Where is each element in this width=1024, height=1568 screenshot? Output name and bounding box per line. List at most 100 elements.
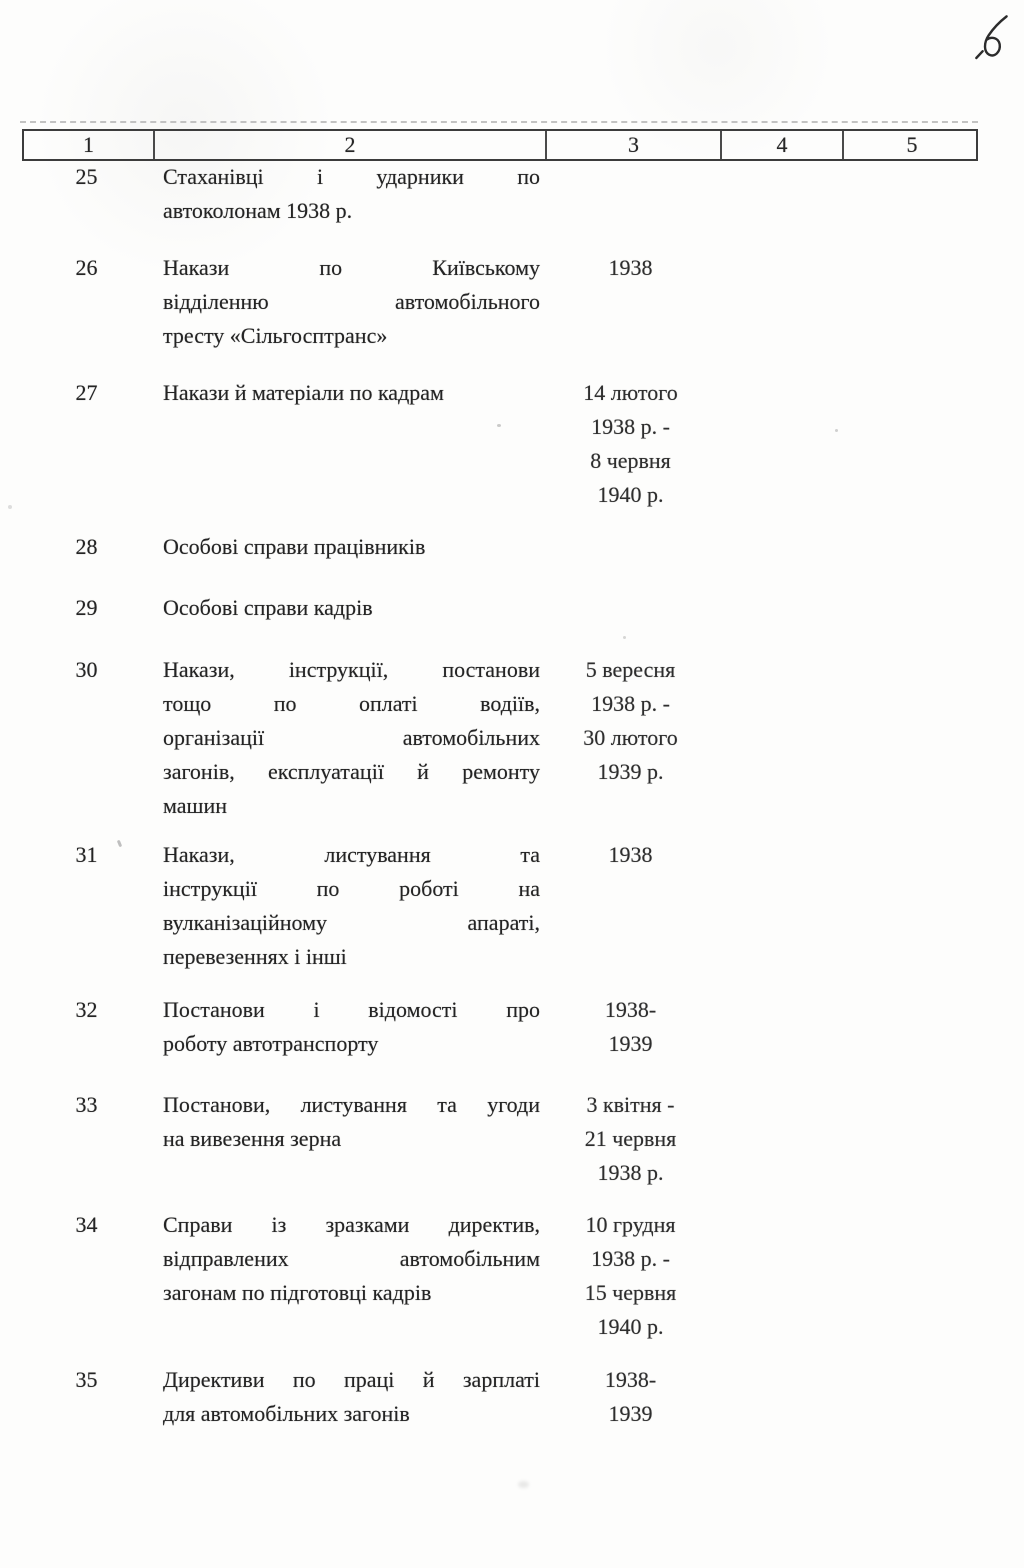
- row-empty-col-5: [840, 993, 978, 1061]
- row-number: 31: [75, 842, 98, 867]
- row-description: Особові справи працівників: [151, 530, 543, 564]
- description-line: Постанови і відомості про: [163, 997, 540, 1022]
- description-line: Накази й матеріали по кадрам: [163, 380, 444, 405]
- row-description: Стаханівці і ударники по автоколонам 1938…: [151, 160, 543, 228]
- description-line: машин: [163, 793, 228, 818]
- row-number: 35: [75, 1367, 98, 1392]
- row-empty-col-5: [840, 1363, 978, 1431]
- row-dates: 10 грудня 1938 р. - 15 червня 1940 р.: [543, 1208, 718, 1344]
- description-line: Накази, листування та: [163, 842, 540, 867]
- scan-speck: [8, 505, 12, 509]
- table-row: 35 Директиви по праці й зарплаті для авто…: [22, 1363, 978, 1431]
- row-empty-col-4: [718, 376, 840, 512]
- row-number: 34: [75, 1212, 98, 1237]
- row-empty-col-4: [718, 160, 840, 228]
- scan-artifact-line: [20, 121, 978, 123]
- column-header-1: 1: [83, 132, 94, 157]
- row-empty-col-4: [718, 653, 840, 823]
- row-empty-col-5: [840, 1208, 978, 1344]
- row-empty-col-5: [840, 591, 978, 625]
- row-dates: [543, 160, 718, 228]
- row-number: 33: [75, 1092, 98, 1117]
- table-row: 30 Накази, інструкції, постанови тощо по …: [22, 653, 978, 823]
- column-header-5: 5: [842, 131, 980, 159]
- date-line: 1939: [608, 1401, 653, 1426]
- description-line: організації автомобільних: [163, 725, 540, 750]
- row-empty-col-5: [840, 838, 978, 974]
- date-line: 1938 р. -: [591, 1246, 670, 1271]
- date-line: 14 лютого: [583, 380, 678, 405]
- description-line: загонів, експлуатації й ремонту: [163, 759, 540, 784]
- date-line: 1938 р. -: [591, 414, 670, 439]
- row-empty-col-4: [718, 251, 840, 353]
- row-number: 32: [75, 997, 98, 1022]
- description-line: Стаханівці і ударники по: [163, 164, 540, 189]
- table-row: 29 Особові справи кадрів: [22, 591, 978, 625]
- description-line: автоколонам 1938 р.: [163, 198, 353, 223]
- row-empty-col-4: [718, 1088, 840, 1190]
- date-line: 1938: [608, 255, 653, 280]
- row-description: Накази й матеріали по кадрам: [151, 376, 543, 512]
- row-description: Накази, листування та інструкції по робот…: [151, 838, 543, 974]
- description-line: Накази, інструкції, постанови: [163, 657, 540, 682]
- row-description: Директиви по праці й зарплаті для автомоб…: [151, 1363, 543, 1431]
- description-line: Директиви по праці й зарплаті: [163, 1367, 540, 1392]
- scan-speck: [518, 1481, 529, 1488]
- row-dates: [543, 530, 718, 564]
- date-line: 30 лютого: [583, 725, 678, 750]
- description-line: роботу автотранспорту: [163, 1031, 379, 1056]
- date-line: 3 квітня -: [586, 1092, 675, 1117]
- row-dates: 3 квітня - 21 червня 1938 р.: [543, 1088, 718, 1190]
- row-empty-col-5: [840, 653, 978, 823]
- row-dates: [543, 591, 718, 625]
- inventory-rows: 25 Стаханівці і ударники по автоколонам 1…: [22, 160, 978, 1431]
- date-line: 21 червня: [584, 1126, 677, 1151]
- row-number: 27: [75, 380, 98, 405]
- table-row: 34 Справи із зразками директив, відправле…: [22, 1208, 978, 1344]
- scan-speck: [835, 429, 838, 432]
- description-line: тощо по оплаті водіїв,: [163, 691, 540, 716]
- table-row: 31 Накази, листування та інструкції по ро…: [22, 838, 978, 974]
- row-dates: 1938: [543, 251, 718, 353]
- scan-speck: [497, 424, 501, 427]
- date-line: 1940 р.: [597, 1314, 664, 1339]
- handwritten-page-number: [975, 15, 1008, 60]
- description-line: відправлених автомобільним: [163, 1246, 540, 1271]
- row-description: Особові справи кадрів: [151, 591, 543, 625]
- row-empty-col-4: [718, 1363, 840, 1431]
- description-line: для автомобільних загонів: [163, 1401, 410, 1426]
- row-description: Постанови, листування та угоди на вивезен…: [151, 1088, 543, 1190]
- column-header-4: 4: [720, 131, 842, 159]
- row-dates: 1938- 1939: [543, 993, 718, 1061]
- date-line: 10 грудня: [585, 1212, 676, 1237]
- date-line: 1938: [608, 842, 653, 867]
- description-line: загонам по підготовці кадрів: [163, 1280, 432, 1305]
- date-line: 1939 р.: [597, 759, 664, 784]
- handwritten-six-stroke: [983, 15, 1008, 57]
- date-line: 1938 р.: [597, 1160, 664, 1185]
- row-dates: 5 вересня 1938 р. - 30 лютого 1939 р.: [543, 653, 718, 823]
- description-line: Накази по Київському: [163, 255, 540, 280]
- row-description: Накази по Київському відділенню автомобіл…: [151, 251, 543, 353]
- column-header-3: 3: [545, 131, 720, 159]
- description-line: перевезеннях і інші: [163, 944, 347, 969]
- row-empty-col-5: [840, 251, 978, 353]
- row-description: Постанови і відомості про роботу автотран…: [151, 993, 543, 1061]
- row-dates: 14 лютого 1938 р. - 8 червня 1940 р.: [543, 376, 718, 512]
- description-line: Справи із зразками директив,: [163, 1212, 540, 1237]
- description-line: вулканізаційному апараті,: [163, 910, 540, 935]
- date-line: 5 вересня: [585, 657, 676, 682]
- description-line: Постанови, листування та угоди: [163, 1092, 540, 1117]
- date-line: 1940 р.: [597, 482, 664, 507]
- handwritten-six-tick: [975, 50, 984, 60]
- row-empty-col-5: [840, 376, 978, 512]
- date-line: 1938-: [604, 997, 657, 1022]
- row-description: Справи із зразками директив, відправлених…: [151, 1208, 543, 1344]
- row-description: Накази, інструкції, постанови тощо по опл…: [151, 653, 543, 823]
- table-row: 28 Особові справи працівників: [22, 530, 978, 564]
- row-empty-col-5: [840, 1088, 978, 1190]
- scan-speck: [623, 636, 626, 639]
- table-row: 26 Накази по Київському відділенню автомо…: [22, 251, 978, 353]
- table-row: 32 Постанови і відомості про роботу автот…: [22, 993, 978, 1061]
